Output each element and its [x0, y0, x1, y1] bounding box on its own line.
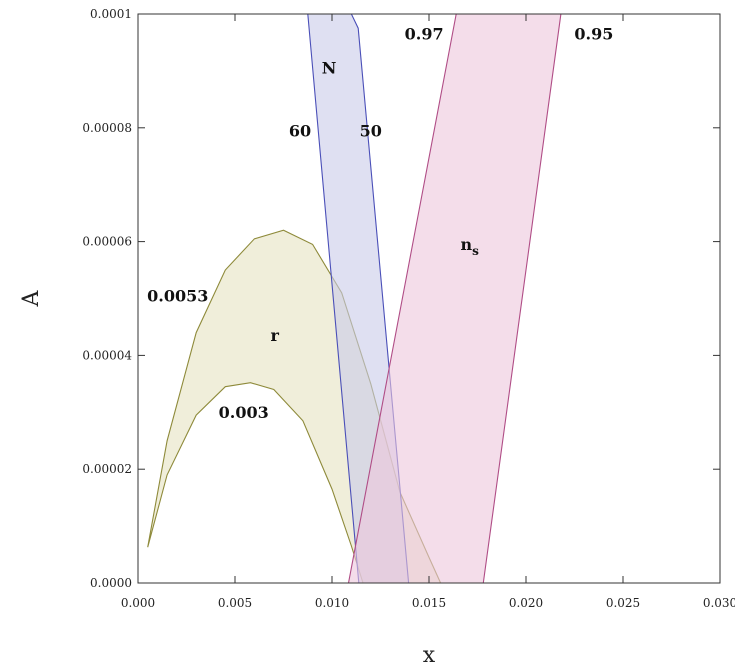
boundary-label-50: 50: [360, 121, 382, 140]
x-axis-title: x: [423, 643, 436, 668]
region-label-n: N: [322, 59, 337, 78]
boundary-label-0-0053: 0.0053: [147, 286, 208, 305]
y-tick-label: 0.00002: [82, 462, 132, 476]
ticks-layer: 0.000 0.005 0.010 0.015 0.020 0.025 0.030 0.000…: [82, 7, 735, 610]
y-tick-label: 0.0001: [90, 7, 132, 21]
y-tick-label: 0.00004: [82, 348, 132, 362]
x-tick-label: 0.000: [121, 596, 155, 610]
x-tick-label: 0.030: [703, 596, 735, 610]
x-tick-label: 0.020: [509, 596, 543, 610]
region-labels-layer: r 0.0053 0.003 N 60 50 ns 0.97 0.95: [147, 25, 613, 422]
y-tick-label: 0.0000: [90, 576, 132, 590]
y-tick-label: 0.00006: [82, 235, 132, 249]
y-axis-title: A: [19, 289, 44, 307]
boundary-label-0-97: 0.97: [405, 25, 444, 44]
boundary-label-0-003: 0.003: [219, 403, 269, 422]
x-tick-label: 0.010: [315, 596, 349, 610]
x-tick-label: 0.015: [412, 596, 446, 610]
x-tick-label: 0.005: [218, 596, 252, 610]
x-tick-label: 0.025: [606, 596, 640, 610]
region-label-n-s: ns: [461, 235, 480, 258]
boundary-label-60: 60: [289, 121, 311, 140]
y-tick-label: 0.00008: [82, 121, 132, 135]
regions-layer: [147, 13, 562, 584]
region-label-r: r: [271, 326, 280, 345]
boundary-label-0-95: 0.95: [574, 25, 613, 44]
